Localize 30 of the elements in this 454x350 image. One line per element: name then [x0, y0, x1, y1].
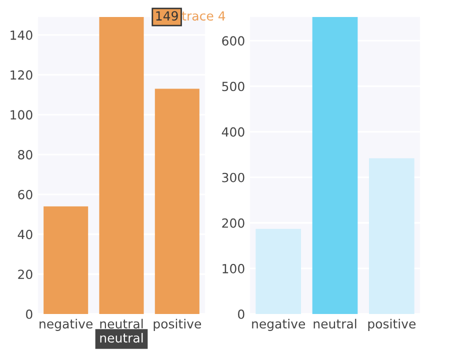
y-tick-label: 40: [18, 230, 32, 240]
y-tick-label: 20: [18, 270, 32, 280]
bar: [312, 17, 358, 314]
annotation: 149: [156, 11, 178, 21]
y-tick-label: 400: [222, 127, 244, 137]
annotation: neutral: [100, 332, 143, 343]
bar: [154, 88, 200, 314]
x-tick-label: neutral: [100, 318, 143, 329]
y-tick-label: 300: [222, 172, 244, 182]
bar: [369, 158, 414, 314]
x-tick-label: negative: [40, 318, 92, 331]
y-tick-label: 500: [222, 82, 244, 92]
y-tick-label: 200: [222, 218, 244, 228]
y-tick-label: 100: [10, 110, 32, 120]
y-tick-label: 80: [18, 150, 32, 160]
x-tick-label: negative: [252, 318, 305, 331]
bar: [256, 228, 301, 314]
y-tick-label: 100: [222, 264, 244, 274]
y-tick-label: 600: [222, 36, 244, 46]
x-tick-label: neutral: [314, 318, 356, 329]
annotation: trace 4: [182, 11, 226, 21]
y-tick-label: 0: [238, 309, 244, 319]
y-tick-label: 60: [18, 190, 32, 200]
x-tick-label: positive: [154, 318, 202, 331]
y-tick-label: 0: [26, 309, 32, 319]
bar: [44, 206, 88, 314]
bar: [99, 17, 144, 314]
x-tick-label: positive: [368, 318, 416, 331]
y-tick-label: 140: [10, 30, 32, 40]
y-tick-label: 120: [10, 70, 32, 80]
